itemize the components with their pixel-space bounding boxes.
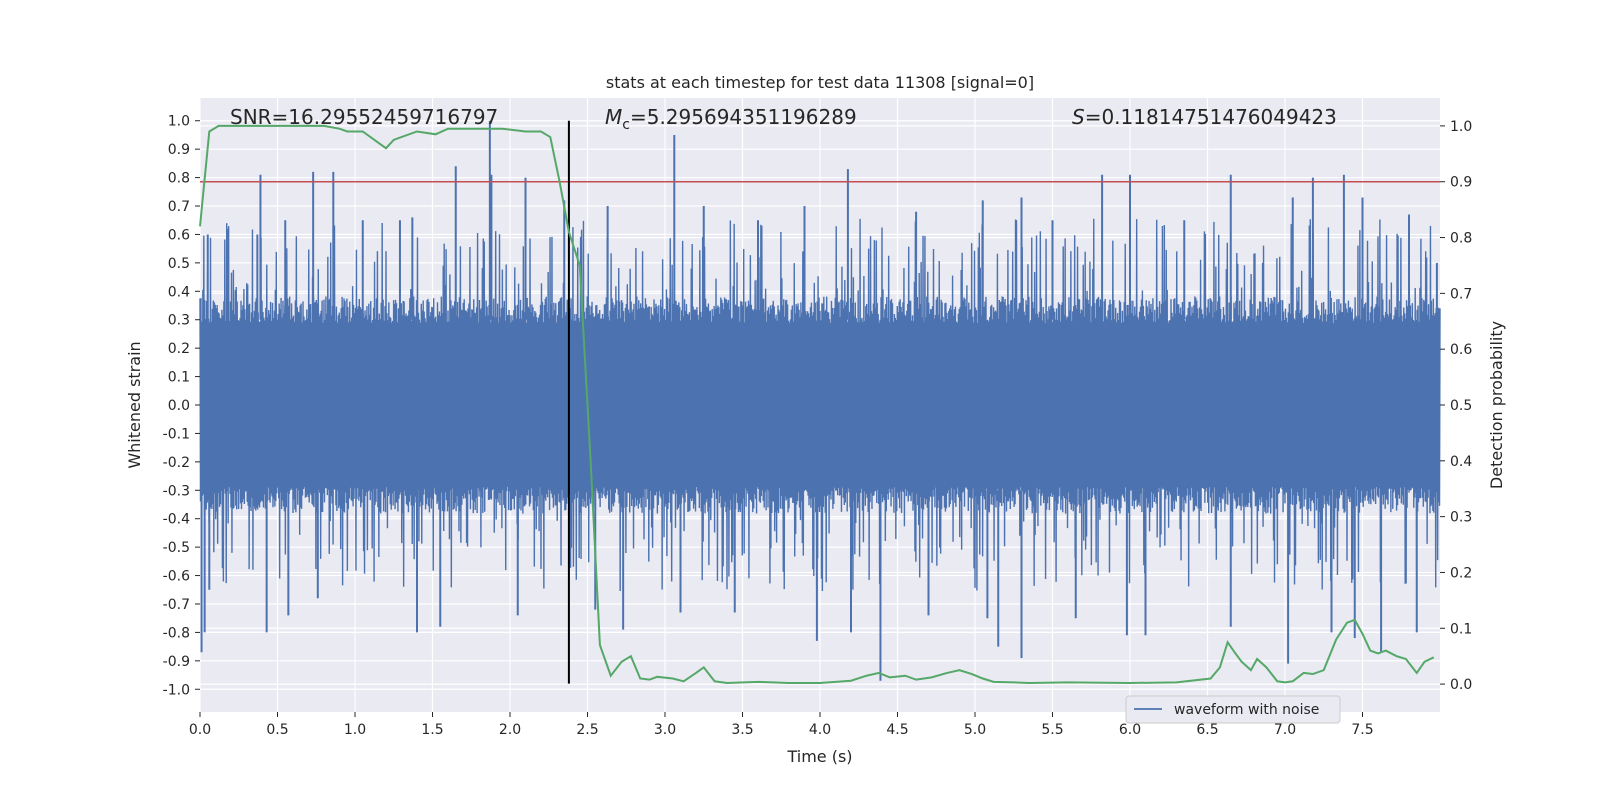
- x-tick-label: 2.0: [499, 722, 521, 738]
- x-tick-label: 6.0: [1119, 722, 1141, 738]
- y2-tick-label: 0.4: [1450, 454, 1472, 470]
- y2-tick-label: 0.3: [1450, 510, 1472, 526]
- y2-tick-label: 0.6: [1450, 342, 1472, 358]
- x-axis-label: Time (s): [786, 747, 852, 766]
- x-tick-label: 3.0: [654, 722, 676, 738]
- waveform-line: [199, 218, 1441, 592]
- y-tick-label: -0.8: [163, 625, 190, 641]
- y2-tick-label: 0.1: [1450, 621, 1472, 637]
- s-annotation: S=0.11814751476049423: [1072, 105, 1337, 129]
- x-tick-label: 5.0: [964, 722, 986, 738]
- mc-value: =5.295694351196289: [630, 105, 857, 129]
- y-tick-label: -0.6: [163, 569, 190, 585]
- y2-tick-label: 1.0: [1450, 119, 1472, 135]
- x-tick-label: 1.5: [421, 722, 443, 738]
- x-tick-label: 5.5: [1041, 722, 1063, 738]
- y-tick-label: 0.7: [168, 199, 190, 215]
- snr-annotation: SNR=16.29552459716797: [230, 105, 498, 129]
- probability-series: [199, 124, 1435, 684]
- y-tick-label: 0.4: [168, 284, 190, 300]
- y-tick-label: -0.3: [163, 483, 190, 499]
- y2-tick-label: 0.9: [1450, 175, 1472, 191]
- x-tick-label: 7.0: [1274, 722, 1296, 738]
- y-tick-label: -1.0: [163, 682, 190, 698]
- y-tick-label: 0.0: [168, 398, 190, 414]
- legend-entry-waveform: waveform with noise: [1174, 702, 1319, 718]
- y2-tick-label: 0.0: [1450, 677, 1472, 693]
- y-tick-label: 0.8: [168, 171, 190, 187]
- mc-subscript: c: [622, 117, 630, 133]
- x-tick-label: 0.0: [189, 722, 211, 738]
- y-tick-label: -0.4: [163, 512, 190, 528]
- y-tick-label: 0.3: [168, 313, 190, 329]
- legend: waveform with noise: [1125, 695, 1341, 724]
- y-tick-label: -0.1: [163, 426, 190, 442]
- probability-line: [199, 124, 1435, 684]
- y-tick-label: -0.2: [163, 455, 190, 471]
- x-tick-label: 6.5: [1196, 722, 1218, 738]
- x-tick-label: 4.0: [809, 722, 831, 738]
- y2-tick-label: 0.8: [1450, 231, 1472, 247]
- y-tick-label: 0.2: [168, 341, 190, 357]
- x-tick-label: 4.5: [886, 722, 908, 738]
- x-tick-label: 1.0: [344, 722, 366, 738]
- y2-tick-label: 0.7: [1450, 286, 1472, 302]
- y-tick-label: -0.9: [163, 654, 190, 670]
- y-tick-label: 0.9: [168, 142, 190, 158]
- y-axis-label: Whitened strain: [125, 341, 144, 468]
- y-tick-label: 1.0: [168, 114, 190, 130]
- y2-axis-label: Detection probability: [1487, 321, 1506, 489]
- y2-tick-label: 0.5: [1450, 398, 1472, 414]
- mc-symbol: M: [605, 105, 622, 129]
- overlays: [200, 120, 1440, 684]
- y-tick-label: 0.1: [168, 370, 190, 386]
- s-symbol: S: [1072, 105, 1085, 129]
- chart-title: stats at each timestep for test data 113…: [606, 73, 1034, 92]
- y-tick-label: -0.5: [163, 540, 190, 556]
- x-tick-label: 7.5: [1351, 722, 1373, 738]
- mc-annotation: Mc=5.295694351196289: [605, 105, 857, 133]
- s-value: =0.11814751476049423: [1085, 105, 1337, 129]
- x-tick-label: 3.5: [731, 722, 753, 738]
- y-tick-label: 0.6: [168, 227, 190, 243]
- y2-tick-label: 0.2: [1450, 565, 1472, 581]
- ticks: 0.0 0.5 1.0 1.5 2.0 2.5 3.0 3.5 4.0 4.5 5.0 5.5 6.0 6…: [163, 114, 1473, 738]
- y-tick-label: 0.5: [168, 256, 190, 272]
- legend-box: [1125, 695, 1341, 724]
- x-tick-label: 2.5: [576, 722, 598, 738]
- x-tick-label: 0.5: [266, 722, 288, 738]
- y-tick-label: -0.7: [163, 597, 190, 613]
- waveform-series: [199, 120, 1441, 681]
